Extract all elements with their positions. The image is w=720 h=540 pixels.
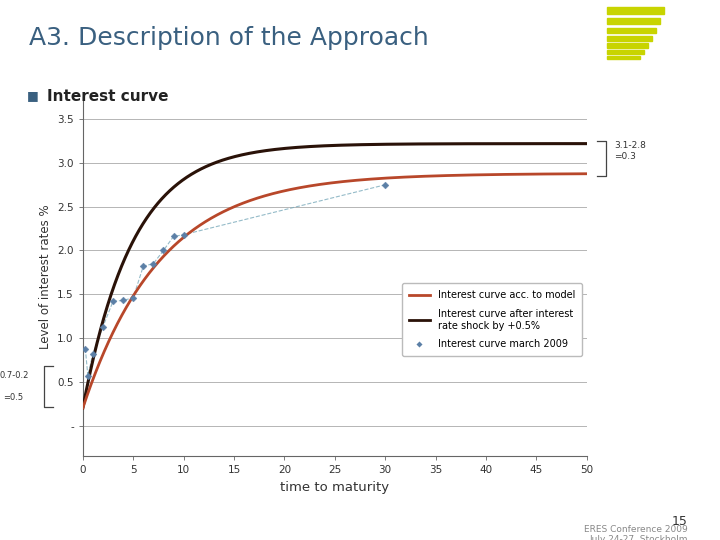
Bar [607,56,639,59]
Point [79,345,91,353]
Text: A3. Description of the Approach: A3. Description of the Approach [29,25,428,50]
Point [127,293,139,302]
Point [82,372,94,380]
Point [117,296,129,305]
Legend: Interest curve acc. to model, Interest curve after interest
rate shock by +0.5%,: Interest curve acc. to model, Interest c… [402,284,582,356]
Text: ■: ■ [27,89,39,102]
Text: =0.3: =0.3 [614,152,636,161]
Bar [607,50,644,54]
Y-axis label: Level of interest rates %: Level of interest rates % [39,205,52,349]
Point [138,262,149,271]
Text: 15: 15 [672,515,688,528]
Text: Interest curve: Interest curve [47,89,168,104]
Bar [607,43,648,48]
Point [148,259,159,268]
Bar [607,36,652,40]
Text: 0.7-0.2: 0.7-0.2 [0,371,30,380]
Point [97,322,109,331]
Text: 3.1-2.8: 3.1-2.8 [614,141,646,151]
Point [168,232,179,241]
Point [379,180,391,189]
Text: =0.5: =0.5 [4,393,23,402]
Bar [607,18,660,24]
Point [107,297,119,306]
Text: ERES Conference 2009
July 24-27, Stockholm: ERES Conference 2009 July 24-27, Stockho… [584,525,688,540]
Bar [607,7,664,14]
Point [158,246,169,255]
X-axis label: time to maturity: time to maturity [280,481,390,494]
Bar [607,28,656,33]
Point [178,231,189,239]
Point [87,349,99,358]
